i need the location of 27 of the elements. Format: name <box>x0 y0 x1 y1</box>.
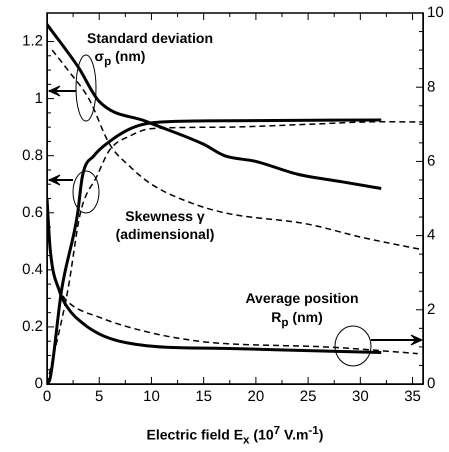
annotation: R$_{p}$ (nm) <box>271 309 323 331</box>
y-tick-label: 0.2 <box>22 318 43 336</box>
y-tick-label: 0.6 <box>22 204 43 221</box>
y2-tick-label: 8 <box>427 78 436 96</box>
annotation: Average position <box>245 290 359 306</box>
y2-tick-label: 10 <box>427 4 444 22</box>
y-tick-label: 1.2 <box>22 32 43 50</box>
x-tick-label: 10 <box>143 388 160 406</box>
y2-tick-label: 6 <box>427 152 436 170</box>
y-tick-label: 0.8 <box>22 146 43 164</box>
x-tick-label: 30 <box>352 388 369 406</box>
x-tick-label: 5 <box>95 388 104 406</box>
y-tick-label: 0.4 <box>22 260 43 278</box>
annotation: (adimensional) <box>116 226 214 242</box>
x-tick-label: 25 <box>300 388 316 406</box>
y2-tick-label: 0 <box>427 375 436 392</box>
y-tick-label: 1 <box>34 90 43 107</box>
y-tick-label: 0 <box>34 375 43 392</box>
annotation: Standard deviation <box>86 30 214 46</box>
y2-tick-label: 4 <box>427 226 436 244</box>
x-tick-label: 15 <box>195 388 212 406</box>
annotation: Skewness γ <box>125 208 205 224</box>
annotation: σ$_{p}$ (nm) <box>94 48 146 70</box>
x-tick-label: 35 <box>404 388 421 406</box>
y2-tick-label: 2 <box>427 300 436 318</box>
x-axis-title: Electric field E$_{x}$ (10$^{7}$ V.m$^{-1}$) <box>146 424 324 446</box>
x-tick-label: 20 <box>248 388 264 406</box>
